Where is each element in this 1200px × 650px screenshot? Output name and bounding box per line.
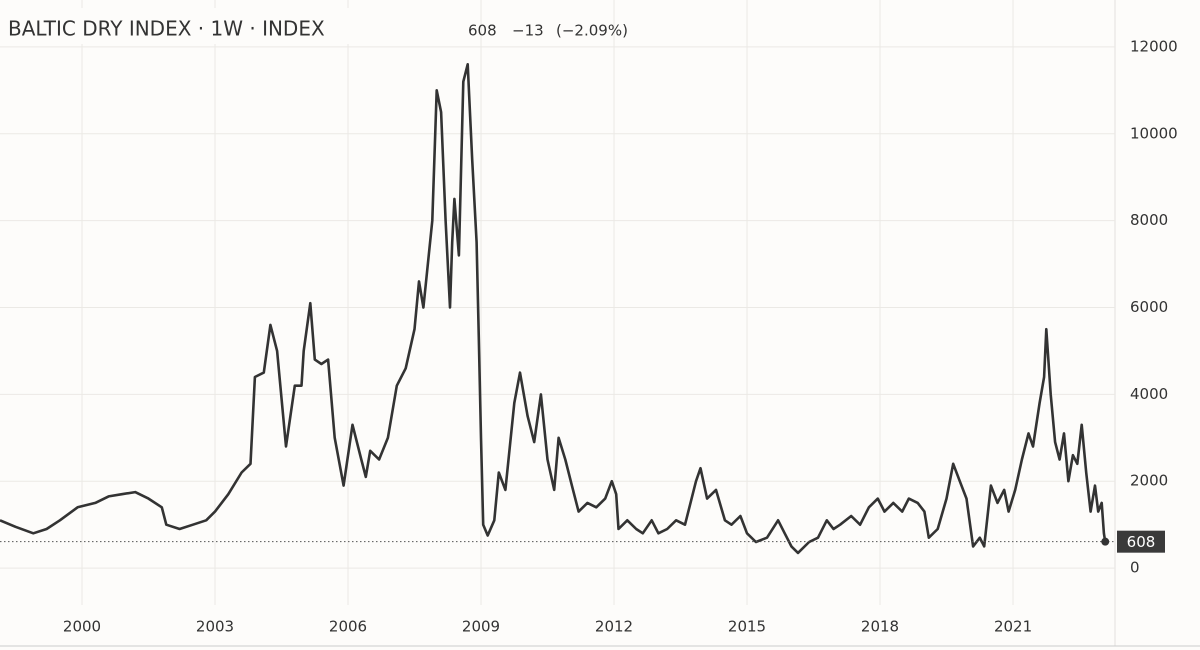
change-pct: (−2.09%): [556, 22, 628, 40]
y-tick-label: 0: [1130, 559, 1140, 577]
y-tick-label: 4000: [1130, 385, 1168, 403]
x-tick-label: 2000: [63, 618, 101, 636]
last-value-label: 608: [1127, 533, 1156, 551]
last-point: [1101, 537, 1110, 546]
y-tick-label: 2000: [1130, 472, 1168, 490]
chart-title: BALTIC DRY INDEX · 1W · INDEX: [8, 17, 325, 41]
line-series: [0, 63, 1107, 555]
y-tick-label: 6000: [1130, 298, 1168, 316]
y-tick-label: 8000: [1130, 211, 1168, 229]
x-tick-label: 2021: [994, 618, 1032, 636]
y-tick-label: 12000: [1130, 37, 1178, 55]
last-value-box: [1117, 530, 1165, 553]
x-tick-label: 2018: [861, 618, 899, 636]
x-tick-label: 2015: [728, 618, 766, 636]
title-bg: [0, 8, 360, 44]
change: −13: [512, 22, 544, 40]
last-value: 608: [468, 22, 497, 40]
x-tick-label: 2003: [196, 618, 234, 636]
y-tick-label: 10000: [1130, 124, 1178, 142]
x-tick-label: 2012: [595, 618, 633, 636]
x-tick-label: 2009: [462, 618, 500, 636]
x-tick-label: 2006: [329, 618, 367, 636]
